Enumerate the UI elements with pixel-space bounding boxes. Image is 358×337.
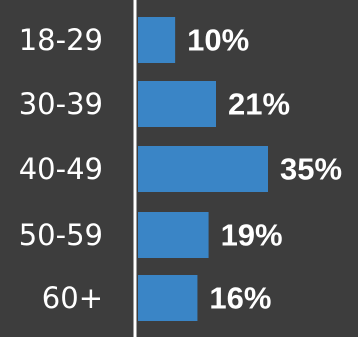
value-label: 21% bbox=[228, 87, 290, 122]
value-label: 16% bbox=[209, 281, 271, 316]
bar-30-39 bbox=[138, 81, 216, 127]
value-label: 10% bbox=[187, 23, 249, 58]
value-label: 35% bbox=[280, 152, 342, 187]
bar-60+ bbox=[138, 275, 198, 321]
bars-layer bbox=[138, 17, 268, 321]
category-label: 50-59 bbox=[19, 218, 103, 252]
category-label: 60+ bbox=[42, 281, 103, 315]
value-label: 19% bbox=[221, 218, 283, 253]
category-label: 40-49 bbox=[19, 152, 103, 186]
bar-18-29 bbox=[138, 17, 176, 63]
bar-40-49 bbox=[138, 146, 268, 192]
bar-50-59 bbox=[138, 212, 209, 258]
category-label: 18-29 bbox=[19, 23, 103, 57]
category-label: 30-39 bbox=[19, 87, 103, 121]
labels-layer: 18-29 10% 30-39 21% 40-49 35% 50-59 19% 60+ 16% bbox=[19, 23, 342, 316]
